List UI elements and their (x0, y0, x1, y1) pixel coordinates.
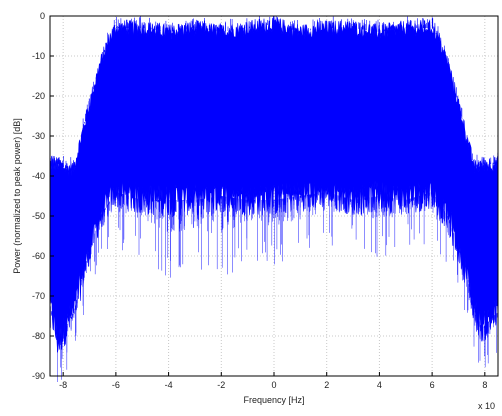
y-tick-label: -80 (32, 331, 45, 341)
y-tick-label: -30 (32, 131, 45, 141)
spectrum-noise (49, 16, 499, 382)
y-tick-label: -90 (32, 371, 45, 381)
y-tick-label: -50 (32, 211, 45, 221)
y-axis-label: Power (normalized to peak power) [dB] (12, 118, 22, 274)
y-tick-label: -20 (32, 91, 45, 101)
plot-area (49, 15, 499, 382)
y-axis: 0 -10 -20 -30 -40 -50 -60 -70 -80 -90 (32, 11, 54, 381)
x-tick-label: -2 (217, 380, 225, 390)
x-tick-label: 8 (482, 380, 487, 390)
y-tick-label: -10 (32, 51, 45, 61)
y-tick-label: -60 (32, 251, 45, 261)
y-tick-label: 0 (40, 11, 45, 21)
x-tick-label: -8 (59, 380, 67, 390)
x-tick-label: 4 (377, 380, 382, 390)
x-tick-label: -4 (165, 380, 173, 390)
x-axis: -8 -6 -4 -2 0 2 4 6 8 (59, 372, 487, 390)
x-axis-label: Frequency [Hz] (243, 395, 304, 405)
x-tick-label: 6 (430, 380, 435, 390)
x-tick-label: 0 (271, 380, 276, 390)
y-tick-label: -70 (32, 291, 45, 301)
x-tick-label: 2 (324, 380, 329, 390)
x-tick-label: -6 (112, 380, 120, 390)
x-multiplier-label: x 10 (478, 401, 495, 411)
y-tick-label: -40 (32, 171, 45, 181)
